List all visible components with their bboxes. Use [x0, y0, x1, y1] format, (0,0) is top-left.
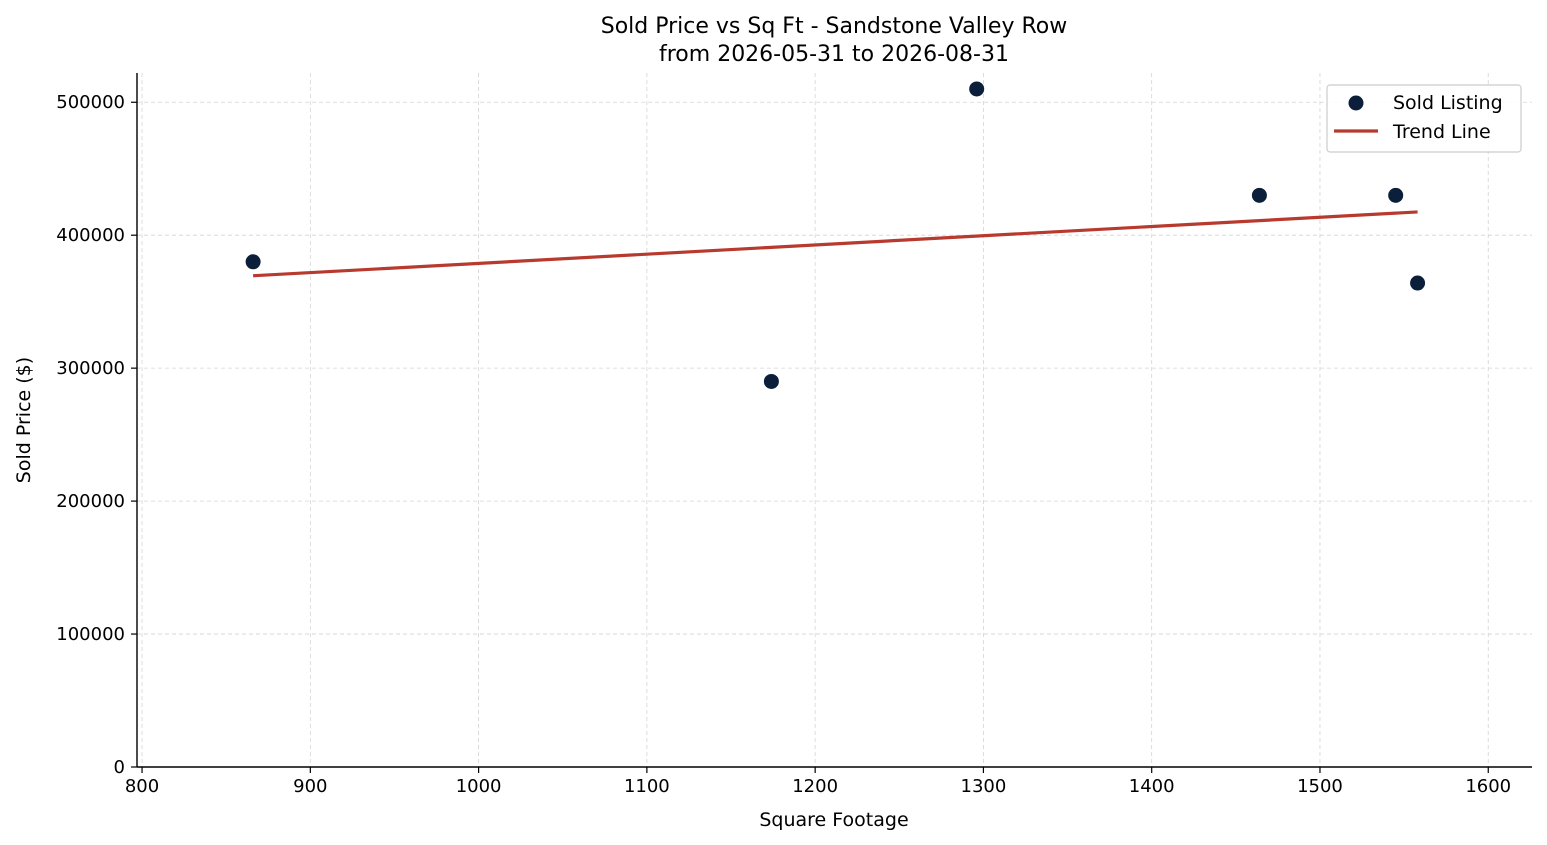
x-tick-label: 1100 — [624, 776, 670, 797]
grid — [137, 73, 1532, 767]
data-point — [969, 81, 985, 97]
y-tick-label: 300000 — [56, 358, 125, 379]
x-tick-label: 1000 — [456, 776, 502, 797]
legend-label-trend-line: Trend Line — [1392, 121, 1491, 143]
axes — [136, 73, 1532, 768]
y-ticks: 0 100000 200000 300000 400000 500000 — [56, 92, 137, 778]
x-tick-label: 1500 — [1297, 776, 1343, 797]
chart-subtitle: from 2026-05-31 to 2026-08-31 — [659, 42, 1009, 67]
legend-box — [1326, 84, 1522, 153]
series — [245, 81, 1426, 389]
x-axis-label: Square Footage — [759, 809, 908, 831]
x-tick-label: 900 — [293, 776, 327, 797]
x-tick-label: 1200 — [792, 776, 838, 797]
data-point — [763, 373, 779, 389]
data-point — [1410, 275, 1426, 291]
x-tick-label: 1400 — [1129, 776, 1175, 797]
y-axis-label: Sold Price ($) — [13, 357, 35, 483]
trend-line — [253, 210, 1418, 278]
y-tick-label: 200000 — [56, 491, 125, 512]
x-ticks: 800 900 1000 1100 1200 1300 1400 1500 1600 — [125, 767, 1511, 797]
legend-label-sold-listing: Sold Listing — [1393, 92, 1503, 114]
y-tick-label: 0 — [114, 757, 125, 778]
data-point — [1388, 187, 1404, 203]
x-tick-label: 800 — [125, 776, 159, 797]
x-tick-label: 1600 — [1465, 776, 1511, 797]
data-point — [245, 254, 261, 270]
legend: Sold Listing Trend Line — [1326, 84, 1522, 153]
y-tick-label: 400000 — [56, 225, 125, 246]
x-tick-label: 1300 — [961, 776, 1007, 797]
data-point — [1251, 187, 1267, 203]
y-tick-label: 500000 — [56, 92, 125, 113]
legend-marker-sold-listing — [1348, 95, 1364, 111]
y-tick-label: 100000 — [56, 624, 125, 645]
chart-title: Sold Price vs Sq Ft - Sandstone Valley R… — [601, 14, 1067, 39]
